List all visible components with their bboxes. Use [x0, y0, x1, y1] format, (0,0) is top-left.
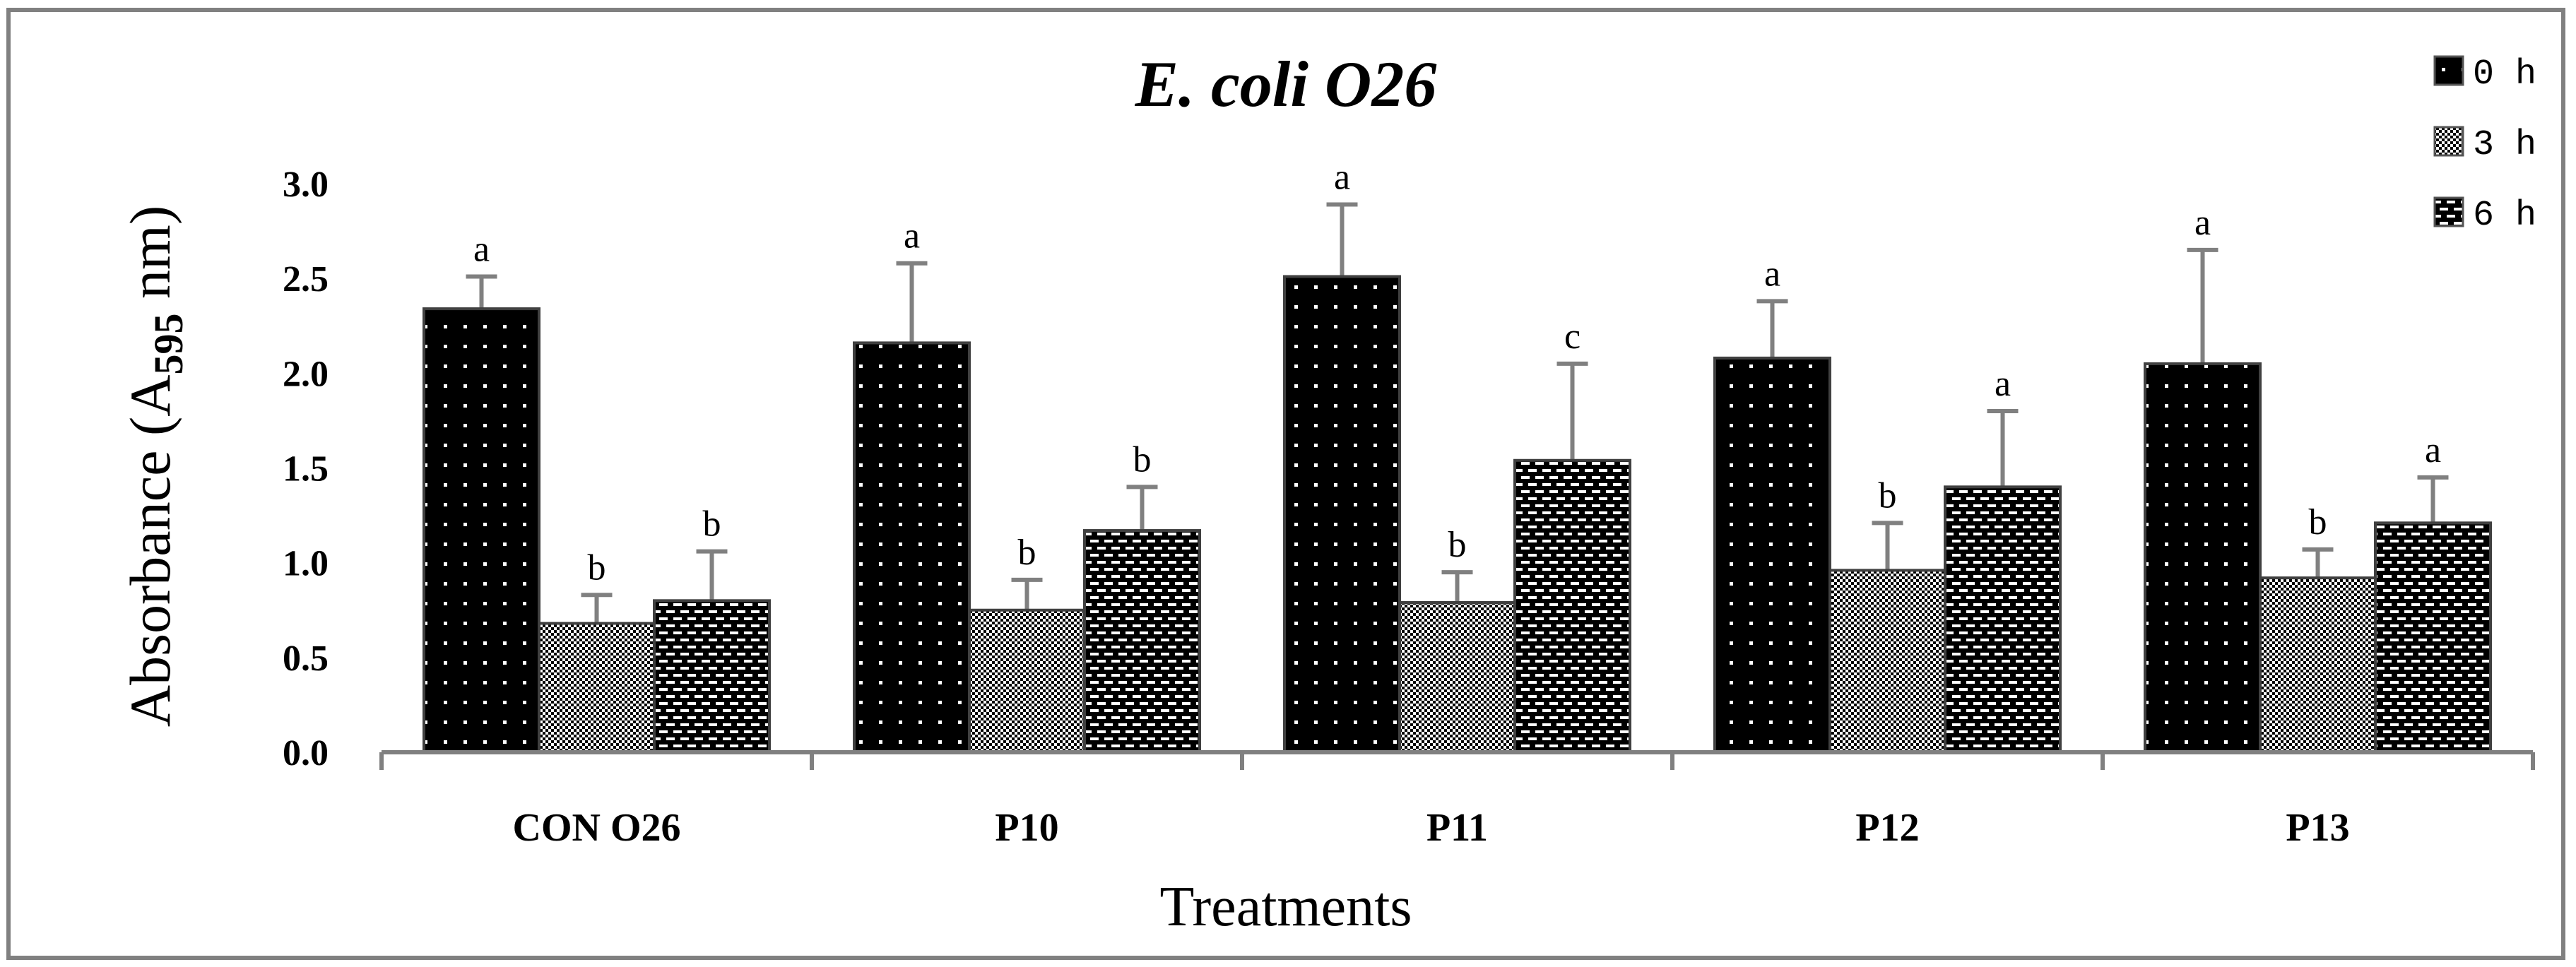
significance-letter: b — [1879, 475, 1897, 516]
significance-letter: a — [2194, 203, 2211, 243]
significance-letter: b — [1448, 525, 1467, 565]
chart-title: E. coli O26 — [1135, 48, 1437, 120]
x-tick-label: P13 — [2286, 806, 2349, 850]
x-axis-label: Treatments — [1159, 876, 1412, 938]
legend-label: 6 h — [2473, 196, 2536, 236]
y-tick-label: 1.0 — [283, 544, 329, 584]
bar-0h-3 — [1713, 356, 1831, 754]
bar-3h-3 — [1828, 569, 1946, 754]
x-tick-label: P10 — [995, 806, 1058, 850]
significance-letter: a — [1334, 158, 1350, 198]
bar-3h-4 — [2259, 576, 2377, 754]
legend-swatch-0h — [2433, 55, 2464, 86]
bar-6h-0 — [653, 599, 771, 754]
significance-letter: a — [473, 229, 490, 269]
bar-6h-2 — [1513, 458, 1631, 754]
significance-letter: c — [1564, 316, 1581, 357]
y-tick-label: 0.5 — [283, 639, 329, 679]
bar-3h-2 — [1398, 601, 1516, 754]
y-tick-label: 3.0 — [283, 165, 329, 205]
legend-swatch-3h — [2433, 126, 2464, 157]
y-axis-label: Absorbance (A595 nm) — [118, 206, 191, 727]
significance-letter: a — [1995, 364, 2011, 404]
x-tick-label: P12 — [1855, 806, 1919, 850]
legend-label: 3 h — [2473, 125, 2536, 165]
significance-letter: b — [703, 504, 721, 545]
y-tick-label: 2.5 — [283, 259, 329, 299]
bar-6h-4 — [2374, 521, 2492, 754]
bar-3h-1 — [968, 608, 1086, 754]
legend: 0 h 3 h 6 h — [2433, 54, 2536, 236]
y-tick-label: 0.0 — [283, 733, 329, 773]
x-tick-label: CON O26 — [513, 806, 681, 850]
significance-letter: a — [1764, 254, 1780, 294]
bar-0h-4 — [2144, 362, 2262, 754]
bar-0h-2 — [1283, 275, 1401, 754]
bar-6h-3 — [1944, 485, 2062, 754]
significance-letter: a — [2425, 430, 2441, 470]
significance-letter: b — [588, 547, 606, 588]
significance-letter: b — [1133, 439, 1152, 480]
significance-letter: b — [2309, 502, 2327, 542]
legend-label: 0 h — [2473, 54, 2536, 95]
bar-0h-0 — [423, 307, 540, 754]
y-tick-label: 1.5 — [283, 449, 329, 490]
bar-3h-0 — [538, 622, 656, 754]
x-tick-label: P11 — [1426, 806, 1488, 850]
bar-0h-1 — [853, 341, 971, 754]
significance-letter: a — [904, 216, 920, 256]
legend-swatch-6h — [2433, 196, 2464, 227]
significance-letter: b — [1018, 533, 1036, 573]
y-tick-label: 2.0 — [283, 354, 329, 394]
bar-6h-1 — [1083, 529, 1201, 754]
